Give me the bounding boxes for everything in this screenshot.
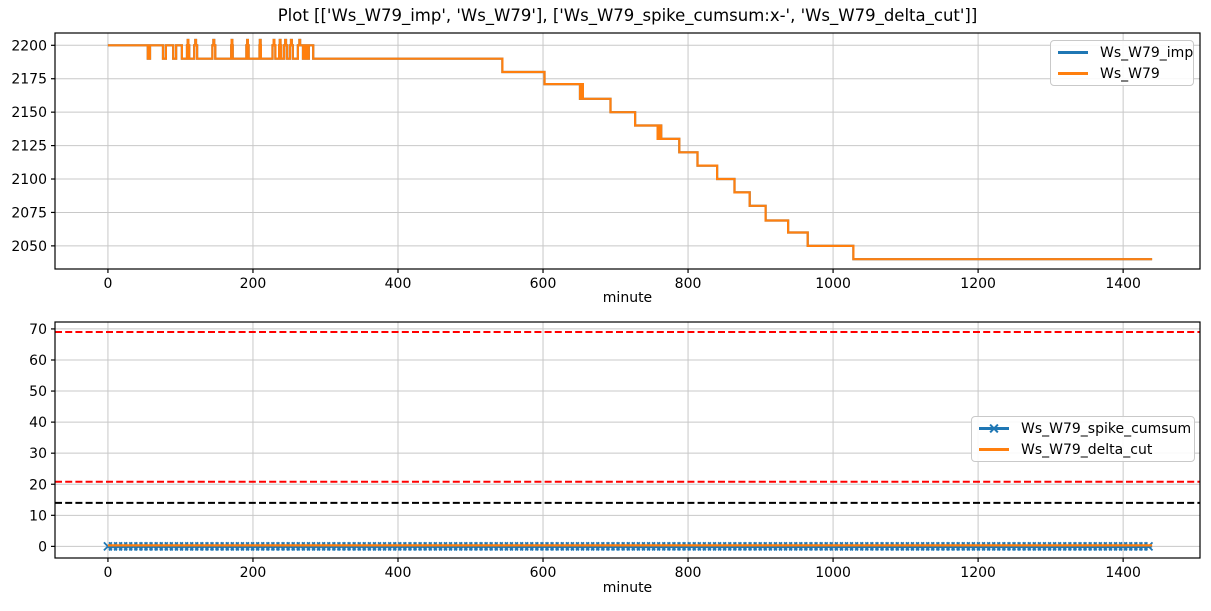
top-xtick-label: 400 xyxy=(385,276,412,292)
bottom-ytick-label: 20 xyxy=(29,477,47,493)
bottom-ytick-label: 30 xyxy=(29,446,47,462)
bottom-xtick-label: 600 xyxy=(530,565,557,581)
bottom-ytick-label: 0 xyxy=(38,539,47,555)
bottom-legend: Ws_W79_spike_cumsum Ws_W79_delta_cut xyxy=(971,416,1195,462)
bottom-axes-frame xyxy=(54,321,1201,559)
legend-label: Ws_W79 xyxy=(1100,65,1160,82)
bottom-ytick-label: 60 xyxy=(29,353,47,369)
legend-item-delta-cut: Ws_W79_delta_cut xyxy=(972,439,1194,460)
bottom-ytick-label: 70 xyxy=(29,322,47,338)
legend-item-spike-cumsum: Ws_W79_spike_cumsum xyxy=(972,418,1194,439)
top-xtick-label: 800 xyxy=(675,276,702,292)
legend-line-sample-blue xyxy=(1058,51,1088,54)
bottom-xtick-label: 1200 xyxy=(960,565,996,581)
bottom-ytick-label: 10 xyxy=(29,508,47,524)
top-ytick-label: 2050 xyxy=(11,239,47,255)
legend-line-sample-orange xyxy=(979,448,1009,451)
top-xaxis-label: minute xyxy=(602,290,653,306)
bottom-ytick-label: 50 xyxy=(29,384,47,400)
top-xtick-label: 1200 xyxy=(960,276,996,292)
top-series-Ws_W79_imp xyxy=(107,38,1153,261)
top-xtick-label: 1000 xyxy=(815,276,851,292)
top-ticks: 0 200 400 600 800 1000 1200 1400 2050 2075 2100 212… xyxy=(11,38,1141,292)
bottom-xtick-label: 1400 xyxy=(1105,565,1141,581)
top-ytick-label: 2175 xyxy=(11,72,47,88)
x-marker-icon xyxy=(989,423,1000,434)
top-series-Ws_W79 xyxy=(107,38,1153,261)
top-plot: 0 200 400 600 800 1000 1200 1400 2050 2075 2100 212… xyxy=(11,32,1201,292)
top-ytick-label: 2200 xyxy=(11,38,47,54)
bottom-ytick-label: 40 xyxy=(29,415,47,431)
bottom-xtick-label: 800 xyxy=(675,565,702,581)
top-gridlines xyxy=(55,33,1200,269)
legend-line-sample-orange xyxy=(1058,72,1088,75)
legend-line-sample-blue-x xyxy=(979,427,1009,430)
top-ytick-label: 2150 xyxy=(11,105,47,121)
bottom-xaxis-label: minute xyxy=(602,580,653,596)
plot-title: Plot [['Ws_W79_imp', 'Ws_W79'], ['Ws_W79… xyxy=(277,6,978,25)
bottom-xtick-label: 400 xyxy=(385,565,412,581)
legend-label: Ws_W79_spike_cumsum xyxy=(1021,420,1192,437)
bottom-xtick-label: 1000 xyxy=(815,565,851,581)
bottom-xtick-label: 200 xyxy=(240,565,267,581)
top-xtick-label: 0 xyxy=(103,276,112,292)
top-legend: Ws_W79_imp Ws_W79 xyxy=(1050,40,1194,86)
top-xtick-label: 600 xyxy=(530,276,557,292)
top-xtick-label: 200 xyxy=(240,276,267,292)
top-ytick-label: 2075 xyxy=(11,205,47,221)
top-xtick-label: 1400 xyxy=(1105,276,1141,292)
legend-label: Ws_W79_imp xyxy=(1100,44,1194,61)
bottom-xtick-label: 0 xyxy=(103,565,112,581)
legend-label: Ws_W79_delta_cut xyxy=(1021,441,1153,458)
top-ytick-label: 2125 xyxy=(11,139,47,155)
bottom-plot: 0 200 400 600 800 1000 1200 1400 0 10 20 30 40 50 60 70 xyxy=(29,321,1201,581)
legend-item-ws-w79: Ws_W79 xyxy=(1051,63,1193,84)
top-ytick-label: 2100 xyxy=(11,172,47,188)
top-axes-frame xyxy=(54,32,1201,270)
bottom-ticks: 0 200 400 600 800 1000 1200 1400 0 10 20 30 40 50 60 70 xyxy=(29,322,1141,581)
legend-item-ws-w79-imp: Ws_W79_imp xyxy=(1051,42,1193,63)
